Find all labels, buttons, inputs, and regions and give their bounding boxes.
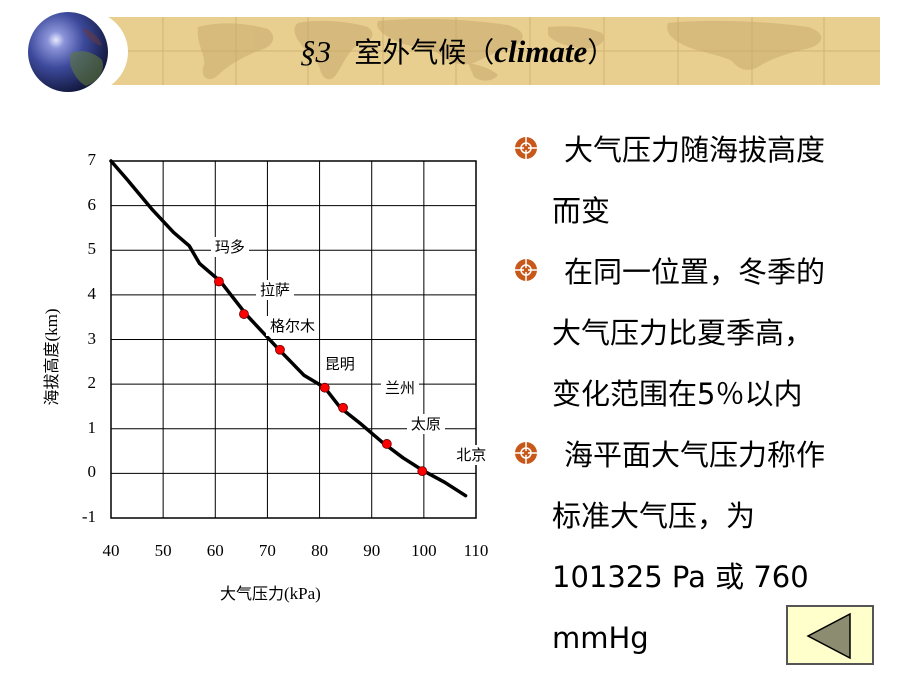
x-tick-label: 50 xyxy=(154,541,172,560)
y-tick-label: 0 xyxy=(87,462,97,482)
bullet-text-line: 在同一位置，冬季的 xyxy=(564,255,826,289)
city-data-point xyxy=(381,439,392,449)
title-english: climate xyxy=(494,34,588,69)
bullet-text-line: 标准大气压，为 xyxy=(552,499,756,533)
bullet-text-line: 海平面大气压力称作 xyxy=(564,438,826,472)
city-label: 北京 xyxy=(452,445,491,466)
city-label: 玛多 xyxy=(210,237,249,258)
triangle-left-icon xyxy=(806,612,851,660)
y-tick-label: 1 xyxy=(87,417,97,437)
page-title: §3 室外气候（climate） xyxy=(300,28,615,76)
bullet-list: 大气压力随海拔高度 而变 在同一位置，冬季的 大气压力比夏季高， 变化范围在5％… xyxy=(514,120,904,669)
city-data-point xyxy=(214,276,224,287)
orange-target-bullet-icon xyxy=(515,259,537,281)
city-data-point xyxy=(239,309,249,319)
x-tick-label: 60 xyxy=(206,541,224,560)
city-label: 拉萨 xyxy=(255,280,294,301)
x-tick-label: 40 xyxy=(102,541,120,560)
y-tick-label: 6 xyxy=(87,194,97,214)
x-tick-label: 110 xyxy=(463,541,489,560)
orange-target-bullet-icon xyxy=(515,137,537,159)
city-label: 昆明 xyxy=(320,353,359,374)
paren-open: （ xyxy=(466,36,495,69)
title-chinese: 室外气候 xyxy=(354,36,467,69)
x-tick-label: 80 xyxy=(311,541,329,560)
y-tick-label: 7 xyxy=(87,150,97,169)
globe-icon xyxy=(28,10,128,94)
bullet-text-line: 101325 Pa 或 760 xyxy=(552,560,809,594)
bullet-text-line: 而变 xyxy=(552,194,611,228)
bullet-text-line: 变化范围在5％以内 xyxy=(552,377,803,411)
x-axis-label: 大气压力(kPa) xyxy=(220,584,321,603)
y-axis-label: 海拔高度(km) xyxy=(42,308,61,406)
x-tick-label: 90 xyxy=(363,541,381,560)
city-data-point xyxy=(338,402,348,413)
y-tick-label: 4 xyxy=(87,283,97,303)
bullet-item: 大气压力随海拔高度 而变 xyxy=(514,120,904,242)
bullet-text-line: 大气压力比夏季高， xyxy=(552,316,814,350)
chart-plot-area xyxy=(109,159,477,519)
x-tick-label: 70 xyxy=(258,541,276,560)
y-tick-label: 3 xyxy=(87,328,97,348)
bullet-text-line: 大气压力随海拔高度 xyxy=(564,133,826,167)
city-data-point xyxy=(275,344,285,355)
city-label: 格尔木 xyxy=(265,315,319,336)
globe-logo xyxy=(22,8,130,96)
paren-close: ） xyxy=(587,36,616,69)
y-tick-label: 2 xyxy=(87,373,97,393)
city-data-point xyxy=(417,466,428,477)
section-number: §3 xyxy=(300,34,331,69)
world-map-background xyxy=(108,17,880,85)
orange-target-bullet-icon xyxy=(515,442,537,464)
x-tick-label: 100 xyxy=(411,541,437,560)
bullet-item: 海平面大气压力称作 标准大气压，为 101325 Pa 或 760 mmHg xyxy=(514,425,904,669)
bullet-item: 在同一位置，冬季的 大气压力比夏季高， 变化范围在5％以内 xyxy=(514,242,904,425)
y-tick-label: -1 xyxy=(81,507,96,526)
city-data-point xyxy=(319,382,330,393)
title-banner xyxy=(108,17,880,85)
city-label: 太原 xyxy=(406,413,445,434)
city-label: 兰州 xyxy=(381,377,420,398)
bullet-text-line: mmHg xyxy=(552,621,649,655)
y-tick-label: 5 xyxy=(87,239,97,259)
back-button[interactable] xyxy=(786,605,874,665)
